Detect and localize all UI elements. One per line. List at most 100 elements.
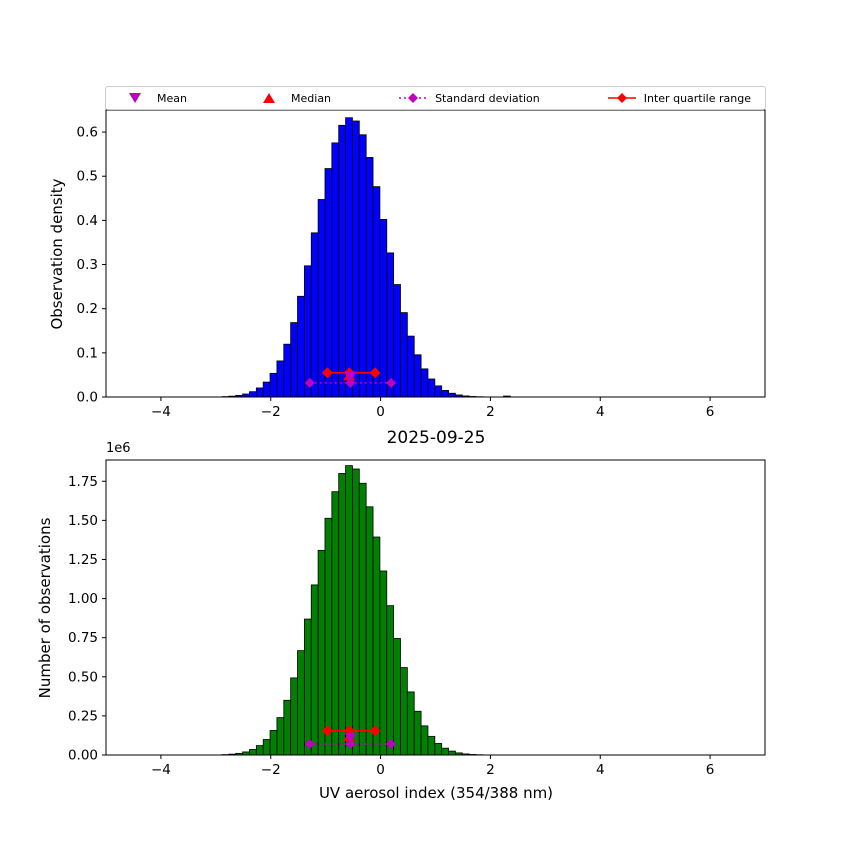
histogram-bar	[310, 584, 319, 756]
histogram-bar	[427, 378, 436, 398]
y-tick-label: 0.0	[77, 390, 98, 406]
histogram-bar	[310, 232, 319, 398]
ylabel-number-of-observations: Number of observations	[36, 517, 54, 699]
histogram-bar	[331, 491, 340, 756]
x-tick-label: 4	[596, 404, 605, 420]
histogram-bar	[255, 745, 264, 756]
x-tick-label: 2	[486, 762, 495, 778]
histogram-bar	[434, 743, 443, 756]
x-tick-label: 6	[706, 404, 715, 420]
histogram-bar	[379, 570, 388, 756]
histogram-bar	[441, 390, 449, 398]
x-tick-label: −2	[261, 404, 281, 420]
histogram-bar	[324, 168, 333, 398]
y-tick-label: 0.5	[77, 169, 98, 185]
mean-marker	[344, 371, 357, 383]
y-tick-label: 0.1	[77, 345, 98, 361]
y-tick-label: 0.6	[77, 125, 98, 141]
x-tick-label: −4	[151, 404, 171, 420]
histogram-bar	[420, 368, 429, 398]
histogram-bar	[283, 699, 292, 756]
std-dev-marker	[304, 377, 315, 388]
x-tick-label: 0	[376, 762, 385, 778]
histogram-bar	[317, 549, 326, 756]
y-tick-label: 1.50	[68, 513, 98, 529]
legend-label: Inter quartile range	[643, 91, 751, 105]
legend-item: Standard deviation	[398, 91, 540, 105]
histogram-bar	[331, 142, 340, 398]
triangle-down-icon	[129, 93, 141, 103]
y-tick-label: 1.75	[68, 474, 98, 490]
xlabel-uv-aerosol-index: UV aerosol index (354/388 nm)	[318, 784, 554, 802]
std-dev-marker	[386, 739, 397, 750]
histogram-bar	[379, 219, 388, 398]
y-tick-label: 0.00	[68, 748, 98, 764]
legend: Mean Median Standard deviation Inter quarti…	[105, 86, 766, 110]
histogram-bar	[303, 618, 312, 756]
histogram-bar	[406, 335, 415, 398]
histogram-bar	[365, 157, 374, 398]
x-tick-label: −4	[151, 762, 171, 778]
x-tick-label: 0	[376, 404, 385, 420]
std-dev-marker	[386, 377, 397, 388]
axes-frame	[105, 459, 766, 756]
histogram-bar	[400, 312, 408, 398]
histogram-bar	[358, 134, 367, 398]
histogram-bar	[269, 372, 278, 398]
x-tick-label: 2	[486, 404, 495, 420]
histogram-bar	[372, 536, 381, 756]
histogram-bar	[338, 473, 346, 756]
legend-item: Inter quartile range	[607, 91, 751, 105]
y-tick-label: 0.25	[68, 708, 98, 724]
histogram-bar	[303, 265, 312, 398]
histogram-bar	[345, 465, 353, 756]
histogram-bar	[297, 650, 305, 756]
histogram-bar	[297, 295, 305, 398]
histogram-bar	[276, 360, 285, 398]
histogram-bar	[276, 717, 285, 756]
histogram-bar	[448, 392, 456, 398]
std-dev-marker	[345, 739, 356, 750]
y-tick-label: 0.2	[77, 301, 98, 317]
histogram-bar	[338, 124, 346, 398]
histogram-bar	[393, 284, 401, 398]
histogram-bar	[434, 385, 443, 398]
histogram-bar	[317, 199, 326, 398]
y-tick-label: 1.25	[68, 552, 98, 568]
histogram-bar	[352, 468, 360, 756]
triangle-up-icon	[263, 93, 276, 103]
histogram-bar	[441, 747, 449, 756]
y-tick-label: 0.75	[68, 630, 98, 646]
iqr-marker	[369, 725, 381, 737]
legend-item: Median	[254, 91, 331, 105]
histogram-bar	[413, 354, 422, 398]
histogram-bar	[400, 667, 408, 756]
axes-frame	[105, 109, 766, 398]
x-tick-label: 6	[706, 762, 715, 778]
legend-label: Standard deviation	[435, 91, 540, 105]
chart-title: 2025-09-25	[386, 428, 486, 448]
y-tick-label: 0.3	[77, 257, 98, 273]
histogram-bar	[262, 739, 271, 756]
histogram-bar	[413, 710, 422, 756]
histogram-bar	[427, 735, 436, 756]
histogram-bar	[255, 387, 264, 398]
histogram-bar	[249, 391, 257, 398]
iqr-marker	[321, 367, 333, 379]
histogram-bar	[290, 322, 298, 398]
histogram-bar	[352, 120, 360, 398]
legend-label: Mean	[157, 91, 187, 105]
histogram-bar	[386, 605, 395, 756]
legend-label: Median	[291, 91, 332, 105]
y-tick-label: 0.50	[68, 669, 98, 685]
y-tick-label: 1.00	[68, 591, 98, 607]
iqr-marker	[369, 367, 381, 379]
histogram-bar	[345, 117, 353, 398]
histogram-bar	[365, 506, 374, 756]
histogram-bar	[393, 638, 401, 756]
ylabel-observation-density: Observation density	[48, 178, 66, 330]
iqr-marker	[321, 725, 333, 737]
histogram-bar	[386, 252, 395, 398]
